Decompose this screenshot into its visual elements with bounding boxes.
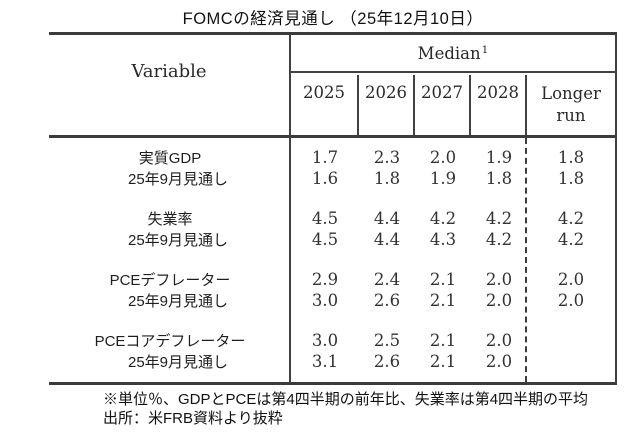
cell-value: 2.0 [557, 291, 585, 310]
cell-value: 4.5 [311, 230, 339, 249]
cell-value: 1.9 [429, 169, 457, 188]
cell-value: 2.0 [485, 291, 513, 310]
cell-value: 2.0 [485, 331, 513, 350]
cell-value: 3.0 [311, 331, 339, 350]
row-label: 実質GDP [138, 150, 202, 167]
cell-value: 4.2 [485, 230, 513, 249]
cell-value: 1.9 [485, 148, 513, 167]
row-label: 25年9月見通し [127, 171, 229, 188]
cell-value: 2.0 [429, 148, 457, 167]
column-header-2026: 2026 [359, 75, 415, 135]
cell-value: 2.9 [311, 270, 339, 289]
variable-column-divider [289, 35, 291, 382]
cell-value: 3.1 [311, 352, 339, 371]
fomc-projections-table: Variable Median 1 2025 2026 2027 2028 Lon… [49, 32, 617, 385]
cell-value: 1.8 [485, 169, 513, 188]
cell-value: 2.1 [429, 270, 457, 289]
table-header: Variable Median 1 2025 2026 2027 2028 Lon… [49, 35, 615, 138]
table-row-real-gdp: 実質GDP 1.7 2.3 2.0 1.9 1.8 [49, 147, 615, 168]
cell-value: 4.5 [311, 209, 339, 228]
page-title: FOMCの経済見通し （25年12月10日） [182, 10, 484, 28]
row-label: 25年9月見通し [127, 232, 229, 249]
column-header-variable: Variable [131, 60, 207, 82]
cell-value: 1.6 [311, 169, 339, 188]
cell-value: 2.1 [429, 291, 457, 310]
median-footnote-marker: 1 [481, 43, 489, 56]
table-row-real-gdp-prior: 25年9月見通し 1.6 1.8 1.9 1.8 1.8 [49, 168, 615, 189]
cell-value: 3.0 [311, 291, 339, 310]
table-body: 実質GDP 1.7 2.3 2.0 1.9 1.8 25年9月見通し 1.6 1… [49, 138, 615, 382]
row-label: 失業率 [147, 211, 193, 228]
column-header-2028: 2028 [471, 75, 527, 135]
cell-value: 2.6 [373, 352, 401, 371]
cell-value: 4.2 [429, 209, 457, 228]
cell-value: 1.8 [557, 169, 585, 188]
row-label: 25年9月見通し [127, 293, 229, 310]
table-row-pce-deflator-prior: 25年9月見通し 3.0 2.6 2.1 2.0 2.0 [49, 290, 615, 311]
cell-value: 4.4 [373, 230, 401, 249]
cell-value: 4.4 [373, 209, 401, 228]
row-label: PCEデフレーター [109, 272, 231, 289]
column-header-2025: 2025 [291, 75, 359, 135]
table-row-unemployment-prior: 25年9月見通し 4.5 4.4 4.3 4.2 4.2 [49, 229, 615, 250]
cell-value: 4.3 [429, 230, 457, 249]
cell-value: 2.3 [373, 148, 401, 167]
cell-value: 2.1 [429, 352, 457, 371]
cell-value: 2.4 [373, 270, 401, 289]
median-label: Median [417, 43, 481, 63]
cell-value: 2.0 [485, 270, 513, 289]
cell-value: 1.8 [373, 169, 401, 188]
cell-value: 2.5 [373, 331, 401, 350]
footnote-units: ※単位％、GDPとPCEは第4四半期の前年比、失業率は第4四半期の平均 [103, 391, 589, 408]
row-label: 25年9月見通し [127, 354, 229, 371]
column-header-median: Median 1 [291, 35, 615, 73]
longer-run-line1: Longer [541, 84, 601, 103]
table-row-core-pce-deflator-prior: 25年9月見通し 3.1 2.6 2.1 2.0 [49, 351, 615, 372]
longer-run-line2: run [556, 106, 586, 125]
cell-value: 4.2 [485, 209, 513, 228]
table-row-pce-deflator: PCEデフレーター 2.9 2.4 2.1 2.0 2.0 [49, 269, 615, 290]
cell-value: 2.0 [557, 270, 585, 289]
footnotes: ※単位％、GDPとPCEは第4四半期の前年比、失業率は第4四半期の平均 出所：米… [103, 390, 633, 428]
year-header-row: 2025 2026 2027 2028 Longer run [291, 75, 615, 135]
column-header-longer-run: Longer run [527, 75, 615, 135]
row-label: PCEコアデフレーター [94, 333, 246, 350]
longer-run-dashed-divider [525, 138, 527, 382]
cell-value: 4.2 [557, 230, 585, 249]
table-row-unemployment: 失業率 4.5 4.4 4.2 4.2 4.2 [49, 208, 615, 229]
cell-value: 2.0 [485, 352, 513, 371]
cell-value: 4.2 [557, 209, 585, 228]
cell-value: 1.7 [311, 148, 339, 167]
column-header-2027: 2027 [415, 75, 471, 135]
cell-value: 2.1 [429, 331, 457, 350]
footnote-source: 出所：米FRB資料より抜粋 [103, 410, 283, 427]
table-row-core-pce-deflator: PCEコアデフレーター 3.0 2.5 2.1 2.0 [49, 330, 615, 351]
cell-value: 2.6 [373, 291, 401, 310]
cell-value: 1.8 [557, 148, 585, 167]
